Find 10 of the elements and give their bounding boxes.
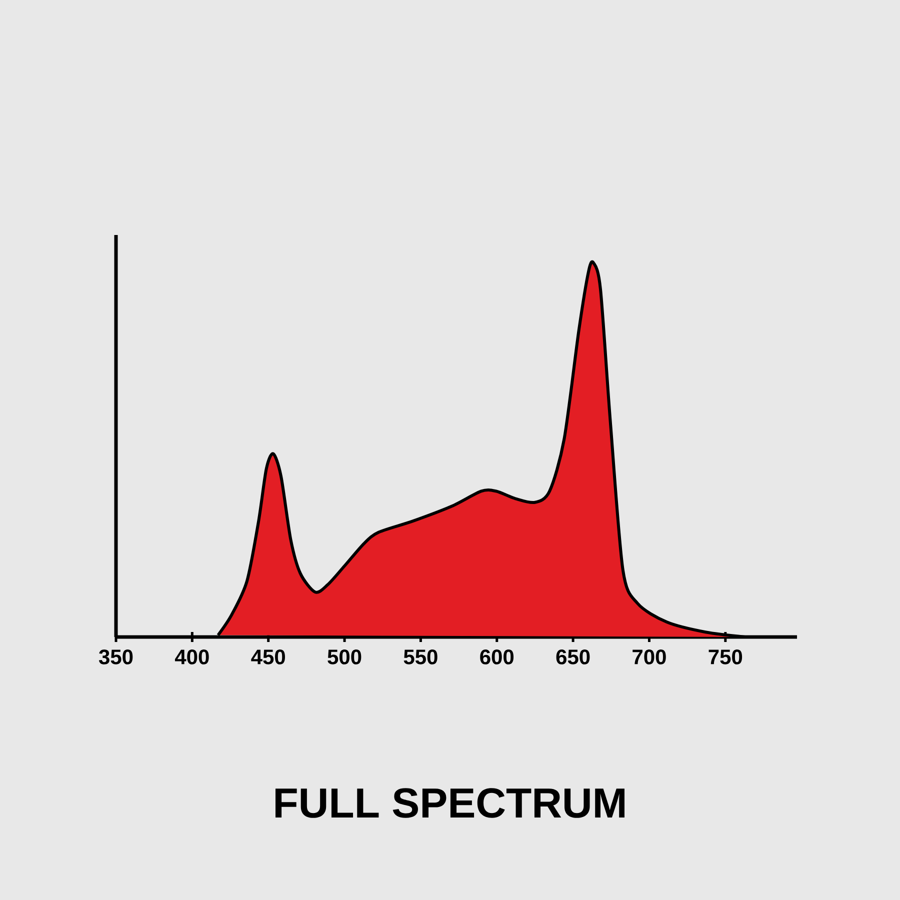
x-tick-label: 600 bbox=[480, 650, 514, 664]
text: FULL SPECTRUM bbox=[275, 788, 624, 818]
x-tick-label: 350 bbox=[98, 650, 133, 664]
x-tick-label: 700 bbox=[632, 650, 666, 664]
x-tick-label: 500 bbox=[328, 650, 362, 664]
x-tick-label: 400 bbox=[174, 650, 209, 664]
x-tick-label: 750 bbox=[708, 650, 742, 664]
x-tick-label: 450 bbox=[251, 650, 285, 664]
x-tick-label: 550 bbox=[404, 650, 438, 664]
x-tick-label: 650 bbox=[556, 650, 590, 664]
